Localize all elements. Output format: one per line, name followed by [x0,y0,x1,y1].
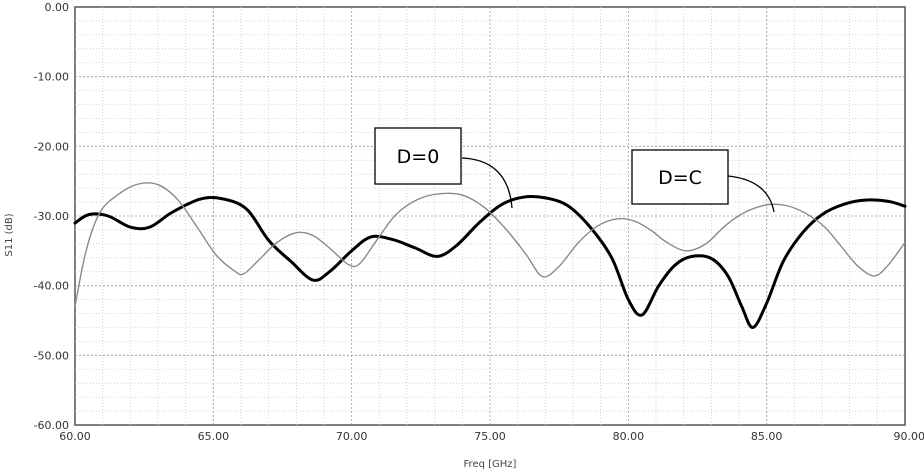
x-tick-label: 65.00 [198,430,230,443]
grid-lines [75,7,905,425]
y-tick-label: -20.00 [34,140,69,153]
x-tick-label: 70.00 [336,430,368,443]
x-tick-label: 85.00 [751,430,783,443]
x-tick-label: 90.00 [894,430,924,443]
annotation-d0-leader [461,157,513,209]
x-tick-labels: 60.00 65.00 70.00 75.00 80.00 85.00 90.00 [59,430,924,443]
annotation-d0-text: D=0 [397,146,440,168]
x-axis-label: Freq [GHz] [464,459,517,470]
x-tick-label: 80.00 [613,430,645,443]
annotation-d0-box [374,127,462,185]
x-tick-label: 60.00 [59,430,91,443]
y-tick-label: -10.00 [34,71,69,84]
annotation-d0: D=0 [374,127,513,209]
y-axis-label: S11 (dB) [4,213,15,256]
series-line-d0 [73,195,907,329]
y-tick-label: -30.00 [34,210,69,223]
annotation-dc-box [631,149,729,205]
y-tick-label: 0.00 [45,1,70,14]
annotation-dc: D=C [631,149,775,213]
y-tick-label: -60.00 [34,419,69,432]
y-tick-label: -40.00 [34,280,69,293]
annotation-dc-text: D=C [658,167,702,189]
x-tick-label: 75.00 [474,430,506,443]
y-tick-label: -50.00 [34,349,69,362]
annotation-dc-leader [727,175,775,213]
y-tick-labels: 0.00 -10.00 -20.00 -30.00 -40.00 -50.00 -60.00 [34,1,69,432]
